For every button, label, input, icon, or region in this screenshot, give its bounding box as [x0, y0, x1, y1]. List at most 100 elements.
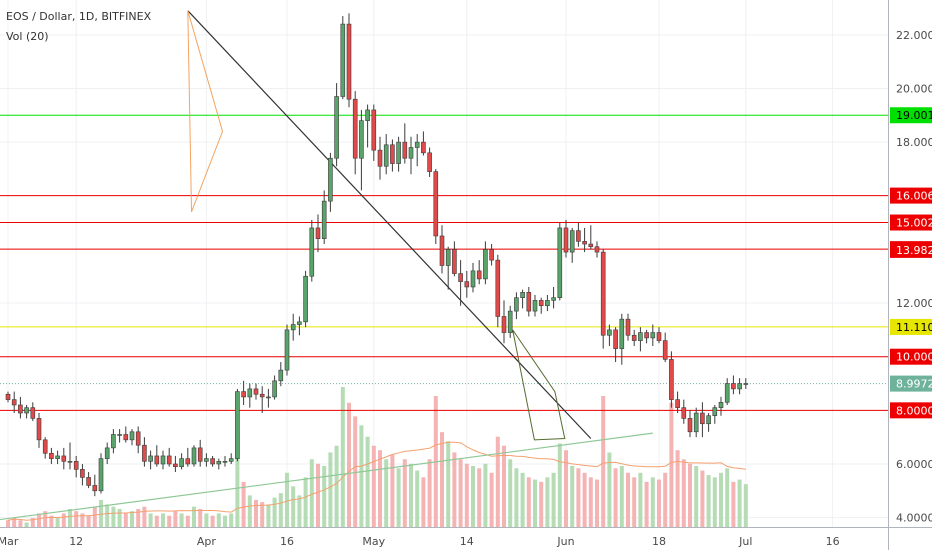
volume-bar — [533, 479, 537, 527]
volume-bar — [92, 506, 97, 527]
volume-bar — [669, 402, 674, 527]
candle — [650, 324, 656, 346]
candle — [737, 378, 742, 395]
candle — [557, 222, 563, 301]
candle-body — [693, 412, 699, 433]
trend-line — [187, 10, 592, 439]
candle-body — [619, 318, 625, 349]
candle — [687, 410, 693, 438]
candle — [117, 429, 122, 443]
candle-body — [55, 455, 60, 459]
candle — [452, 241, 457, 277]
candle — [61, 447, 67, 470]
candle — [30, 402, 36, 422]
candle — [24, 404, 29, 419]
candle-body — [638, 332, 643, 341]
candle — [284, 324, 290, 376]
candle — [538, 297, 544, 314]
volume-bar — [353, 416, 358, 527]
candle-body — [309, 227, 315, 277]
candle — [545, 295, 550, 312]
candle — [73, 455, 79, 478]
candle-body — [396, 141, 401, 164]
trendlines-layer — [0, 10, 653, 521]
candle — [514, 292, 519, 320]
candle-body — [117, 434, 122, 436]
chart-title: EOS / Dollar, 1D, BITFINEX — [6, 10, 152, 23]
candle-body — [452, 249, 457, 274]
volume-bar — [105, 504, 110, 527]
volume-bar — [303, 477, 308, 527]
candle-body — [514, 297, 519, 312]
candle-body — [272, 380, 277, 398]
candle-body — [588, 243, 594, 248]
volume-bar — [396, 468, 401, 527]
candle-body — [377, 149, 383, 167]
candle — [638, 327, 643, 352]
candle — [712, 404, 718, 424]
candle — [433, 168, 439, 245]
candle — [160, 450, 166, 470]
volume-bar — [657, 479, 661, 527]
candle-body — [197, 447, 203, 462]
volume-ma-line — [7, 441, 746, 521]
x-tick-label: 16 — [280, 535, 294, 548]
candle-body — [73, 461, 79, 470]
candle-body — [445, 249, 451, 266]
candle-body — [644, 332, 649, 339]
x-tick-label: 16 — [826, 535, 840, 548]
candle-body — [98, 458, 104, 492]
candle — [582, 227, 587, 253]
x-tick-label: Jun — [556, 535, 574, 548]
volume-bar — [278, 493, 283, 527]
price-level-tag: 16.0060 — [896, 190, 932, 203]
candle-body — [30, 407, 36, 419]
price-level-tag-bg — [890, 107, 932, 124]
volume-bar — [49, 515, 54, 527]
volume-bar — [24, 522, 29, 527]
candle — [135, 426, 141, 454]
volume-bar — [415, 470, 420, 527]
volume-bar — [712, 477, 717, 527]
volume-bar — [204, 513, 209, 527]
price-level-tag: 8.0000 — [896, 404, 932, 417]
candle-body — [501, 316, 507, 333]
candle — [142, 437, 147, 467]
volume-bar — [260, 502, 265, 527]
candle — [700, 402, 705, 438]
candle — [290, 313, 296, 341]
candle — [396, 136, 401, 172]
volume-bar — [111, 506, 116, 527]
volume-bar — [440, 432, 444, 527]
candle-body — [340, 23, 346, 97]
candle-body — [303, 275, 308, 323]
volume-bar — [161, 513, 165, 527]
volume-bar — [167, 515, 172, 527]
candle-body — [631, 334, 637, 341]
volume-bar — [402, 459, 407, 527]
volume-bar — [458, 459, 463, 527]
volume-bar — [390, 454, 395, 527]
y-tick-label: 6.0000 — [896, 458, 932, 471]
volume-bar — [272, 497, 277, 527]
candle — [743, 378, 749, 389]
candle-body — [166, 455, 172, 465]
candle-body — [241, 391, 246, 398]
volume-bar — [489, 472, 494, 527]
volume-bar — [564, 450, 568, 527]
x-tick-label: Apr — [197, 535, 217, 548]
candle-body — [179, 458, 184, 467]
volume-bar — [185, 515, 190, 527]
candle — [123, 426, 129, 443]
candle-body — [173, 463, 178, 467]
candle-body — [402, 141, 408, 159]
candle — [235, 388, 240, 462]
candle — [359, 109, 364, 191]
candle-body — [266, 396, 271, 399]
candle — [80, 463, 85, 486]
volume-bar — [80, 513, 85, 527]
candle-body — [743, 383, 749, 385]
volume-bar — [743, 484, 748, 527]
